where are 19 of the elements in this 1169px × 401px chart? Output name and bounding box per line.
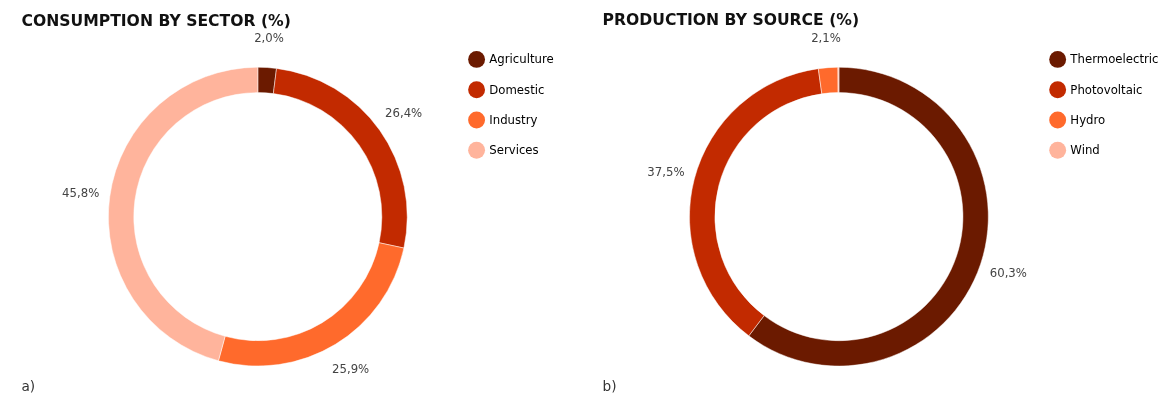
data-label: 60,3%	[989, 266, 1027, 281]
legend-label: Wind	[1070, 143, 1100, 158]
data-label: 25,9%	[332, 362, 370, 377]
legend-label: Photovoltaic	[1070, 82, 1143, 97]
legend-label: Hydro	[1070, 112, 1106, 127]
text: a)	[21, 378, 36, 395]
data-label: 37,5%	[647, 164, 685, 179]
chart-title: CONSUMPTION BY SECTOR (%)	[21, 11, 291, 30]
data-label: 45,8%	[62, 185, 100, 200]
legend-label: Industry	[489, 112, 538, 127]
chart-title: PRODUCTION BY SOURCE (%)	[602, 11, 860, 30]
data-label: 2,0%	[254, 31, 284, 46]
text: b)	[602, 378, 617, 395]
data-label: 26,4%	[385, 106, 423, 121]
legend-label: Thermoelectric	[1069, 52, 1159, 67]
legend-label: Services	[489, 143, 539, 158]
legend-label: Domestic	[489, 82, 545, 97]
legend-label: Agriculture	[489, 52, 554, 67]
data-label: 2,1%	[811, 31, 841, 46]
